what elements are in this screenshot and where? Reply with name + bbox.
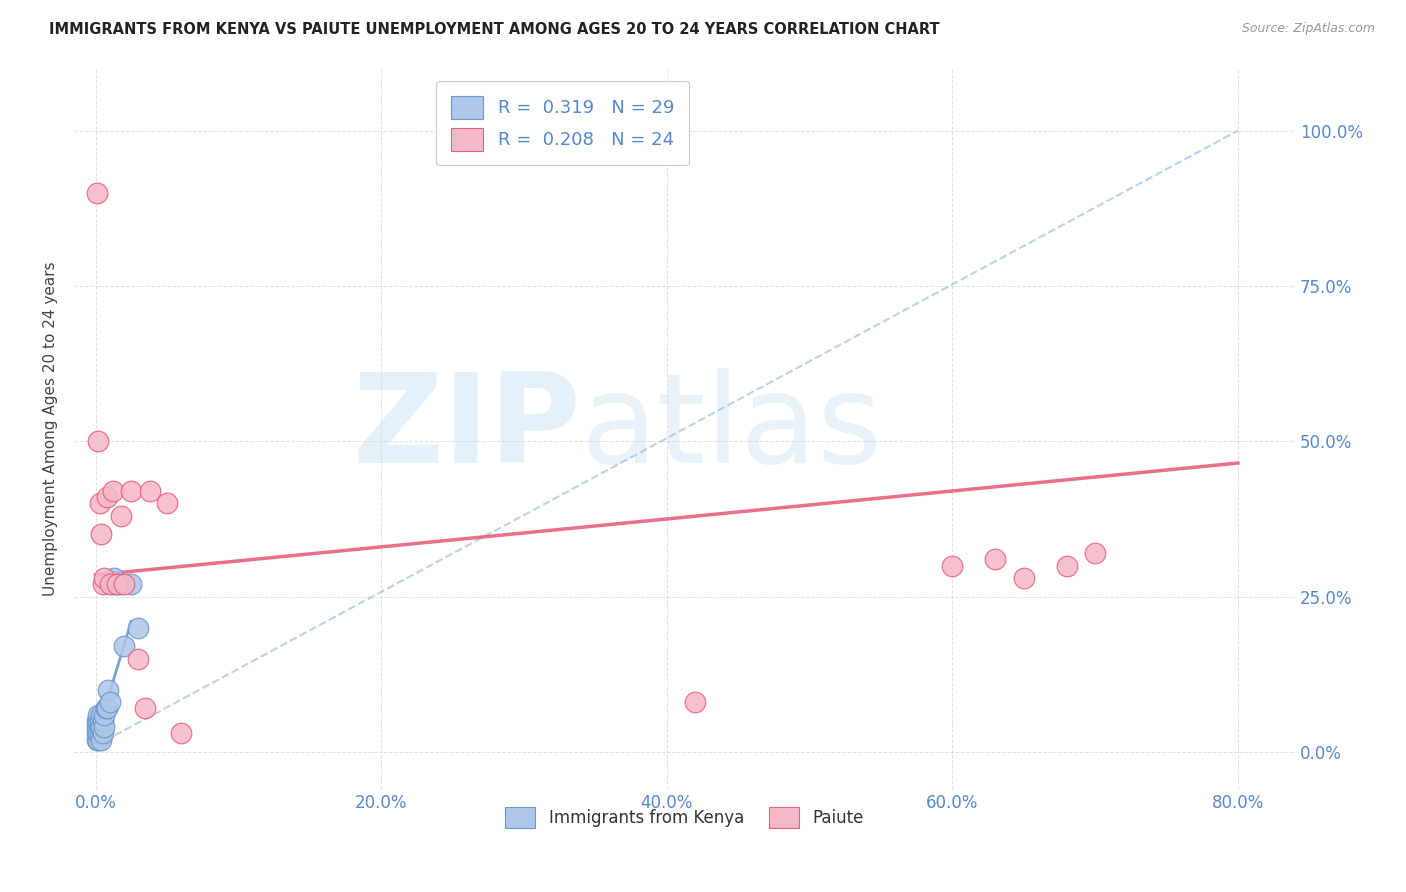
Point [127,621,149,635]
Point [89,714,111,728]
Point [87,726,110,740]
Point [101,577,124,591]
Point [86,720,108,734]
Point [93,571,115,585]
Point [120,483,142,498]
Point [97,682,120,697]
Y-axis label: Unemployment Among Ages 20 to 24 years: Unemployment Among Ages 20 to 24 years [44,261,58,596]
Text: atlas: atlas [581,368,883,490]
Point [86,726,108,740]
Point [96,701,118,715]
Point [105,577,128,591]
Point [87,707,110,722]
Point [90,527,112,541]
Point [112,640,135,654]
Point [91,726,114,740]
Point [89,496,111,510]
Text: Source: ZipAtlas.com: Source: ZipAtlas.com [1241,22,1375,36]
Point [683,695,706,709]
Point [90,732,112,747]
Point [170,726,193,740]
Point [91,714,114,728]
Point [1012,571,1035,585]
Point [134,701,156,715]
Point [984,552,1007,566]
Point [139,483,162,498]
Point [120,577,142,591]
Point [86,714,108,728]
Point [1084,546,1107,560]
Point [103,571,125,585]
Point [1056,558,1078,573]
Point [941,558,963,573]
Text: IMMIGRANTS FROM KENYA VS PAIUTE UNEMPLOYMENT AMONG AGES 20 TO 24 YEARS CORRELATI: IMMIGRANTS FROM KENYA VS PAIUTE UNEMPLOY… [49,22,939,37]
Point [96,490,118,504]
Point [89,726,111,740]
Point [86,732,108,747]
Point [110,577,132,591]
Point [90,720,112,734]
Point [94,701,117,715]
Point [87,714,110,728]
Text: ZIP: ZIP [352,368,581,490]
Point [98,577,121,591]
Point [87,732,110,747]
Point [98,695,121,709]
Point [86,186,108,200]
Point [93,707,115,722]
Point [89,720,111,734]
Legend: Immigrants from Kenya, Paiute: Immigrants from Kenya, Paiute [499,800,870,835]
Point [90,707,112,722]
Point [93,720,115,734]
Point [105,577,128,591]
Point [91,577,114,591]
Point [112,577,135,591]
Point [110,508,132,523]
Point [87,434,110,449]
Point [156,496,179,510]
Point [101,483,124,498]
Point [127,652,149,666]
